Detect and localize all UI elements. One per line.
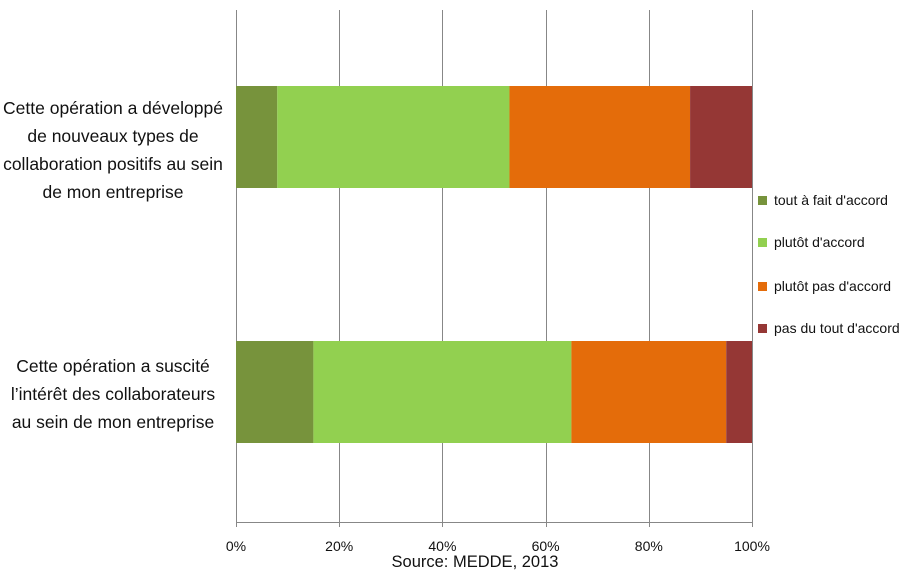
legend-label: pas du tout d'accord	[774, 320, 900, 336]
legend-label: plutôt d'accord	[774, 234, 865, 250]
legend-item-plutot-pas-d-accord: plutôt pas d'accord	[758, 276, 922, 326]
bar-segment	[277, 86, 510, 188]
legend-item-plutot-d-accord: plutôt d'accord	[758, 232, 922, 282]
bar-segment	[236, 86, 278, 188]
x-tick-label: 0%	[226, 538, 246, 554]
legend-item-tout-a-fait-d-accord: tout à fait d'accord	[758, 190, 922, 240]
legend-label: plutôt pas d'accord	[774, 278, 892, 294]
bars	[236, 86, 752, 443]
legend-label: tout à fait d'accord	[774, 192, 888, 208]
category-label-1: Cette opération a développé de nouveaux …	[3, 98, 223, 202]
x-tick-label: 40%	[428, 538, 456, 554]
bar-segment	[726, 341, 752, 443]
legend-swatch	[758, 324, 767, 333]
bar-segment	[236, 341, 314, 443]
legend-swatch	[758, 196, 767, 205]
bar-segment	[509, 86, 691, 188]
x-tick-label: 100%	[734, 538, 770, 554]
legend-item-pas-du-tout-d-accord: pas du tout d'accord	[758, 318, 922, 368]
bar-segment	[571, 341, 727, 443]
x-tick-label: 20%	[325, 538, 353, 554]
x-tick-label: 60%	[532, 538, 560, 554]
bar-segment	[313, 341, 572, 443]
source-note: Source: MEDDE, 2013	[391, 553, 559, 571]
legend-swatch	[758, 238, 767, 247]
legend-swatch	[758, 282, 767, 291]
x-tick-label: 80%	[635, 538, 663, 554]
x-tick-labels: 0% 20% 40% 60% 80% 100%	[226, 538, 770, 554]
category-label-2: Cette opération a suscité l’intérêt des …	[10, 356, 216, 432]
bar-segment	[690, 86, 752, 188]
